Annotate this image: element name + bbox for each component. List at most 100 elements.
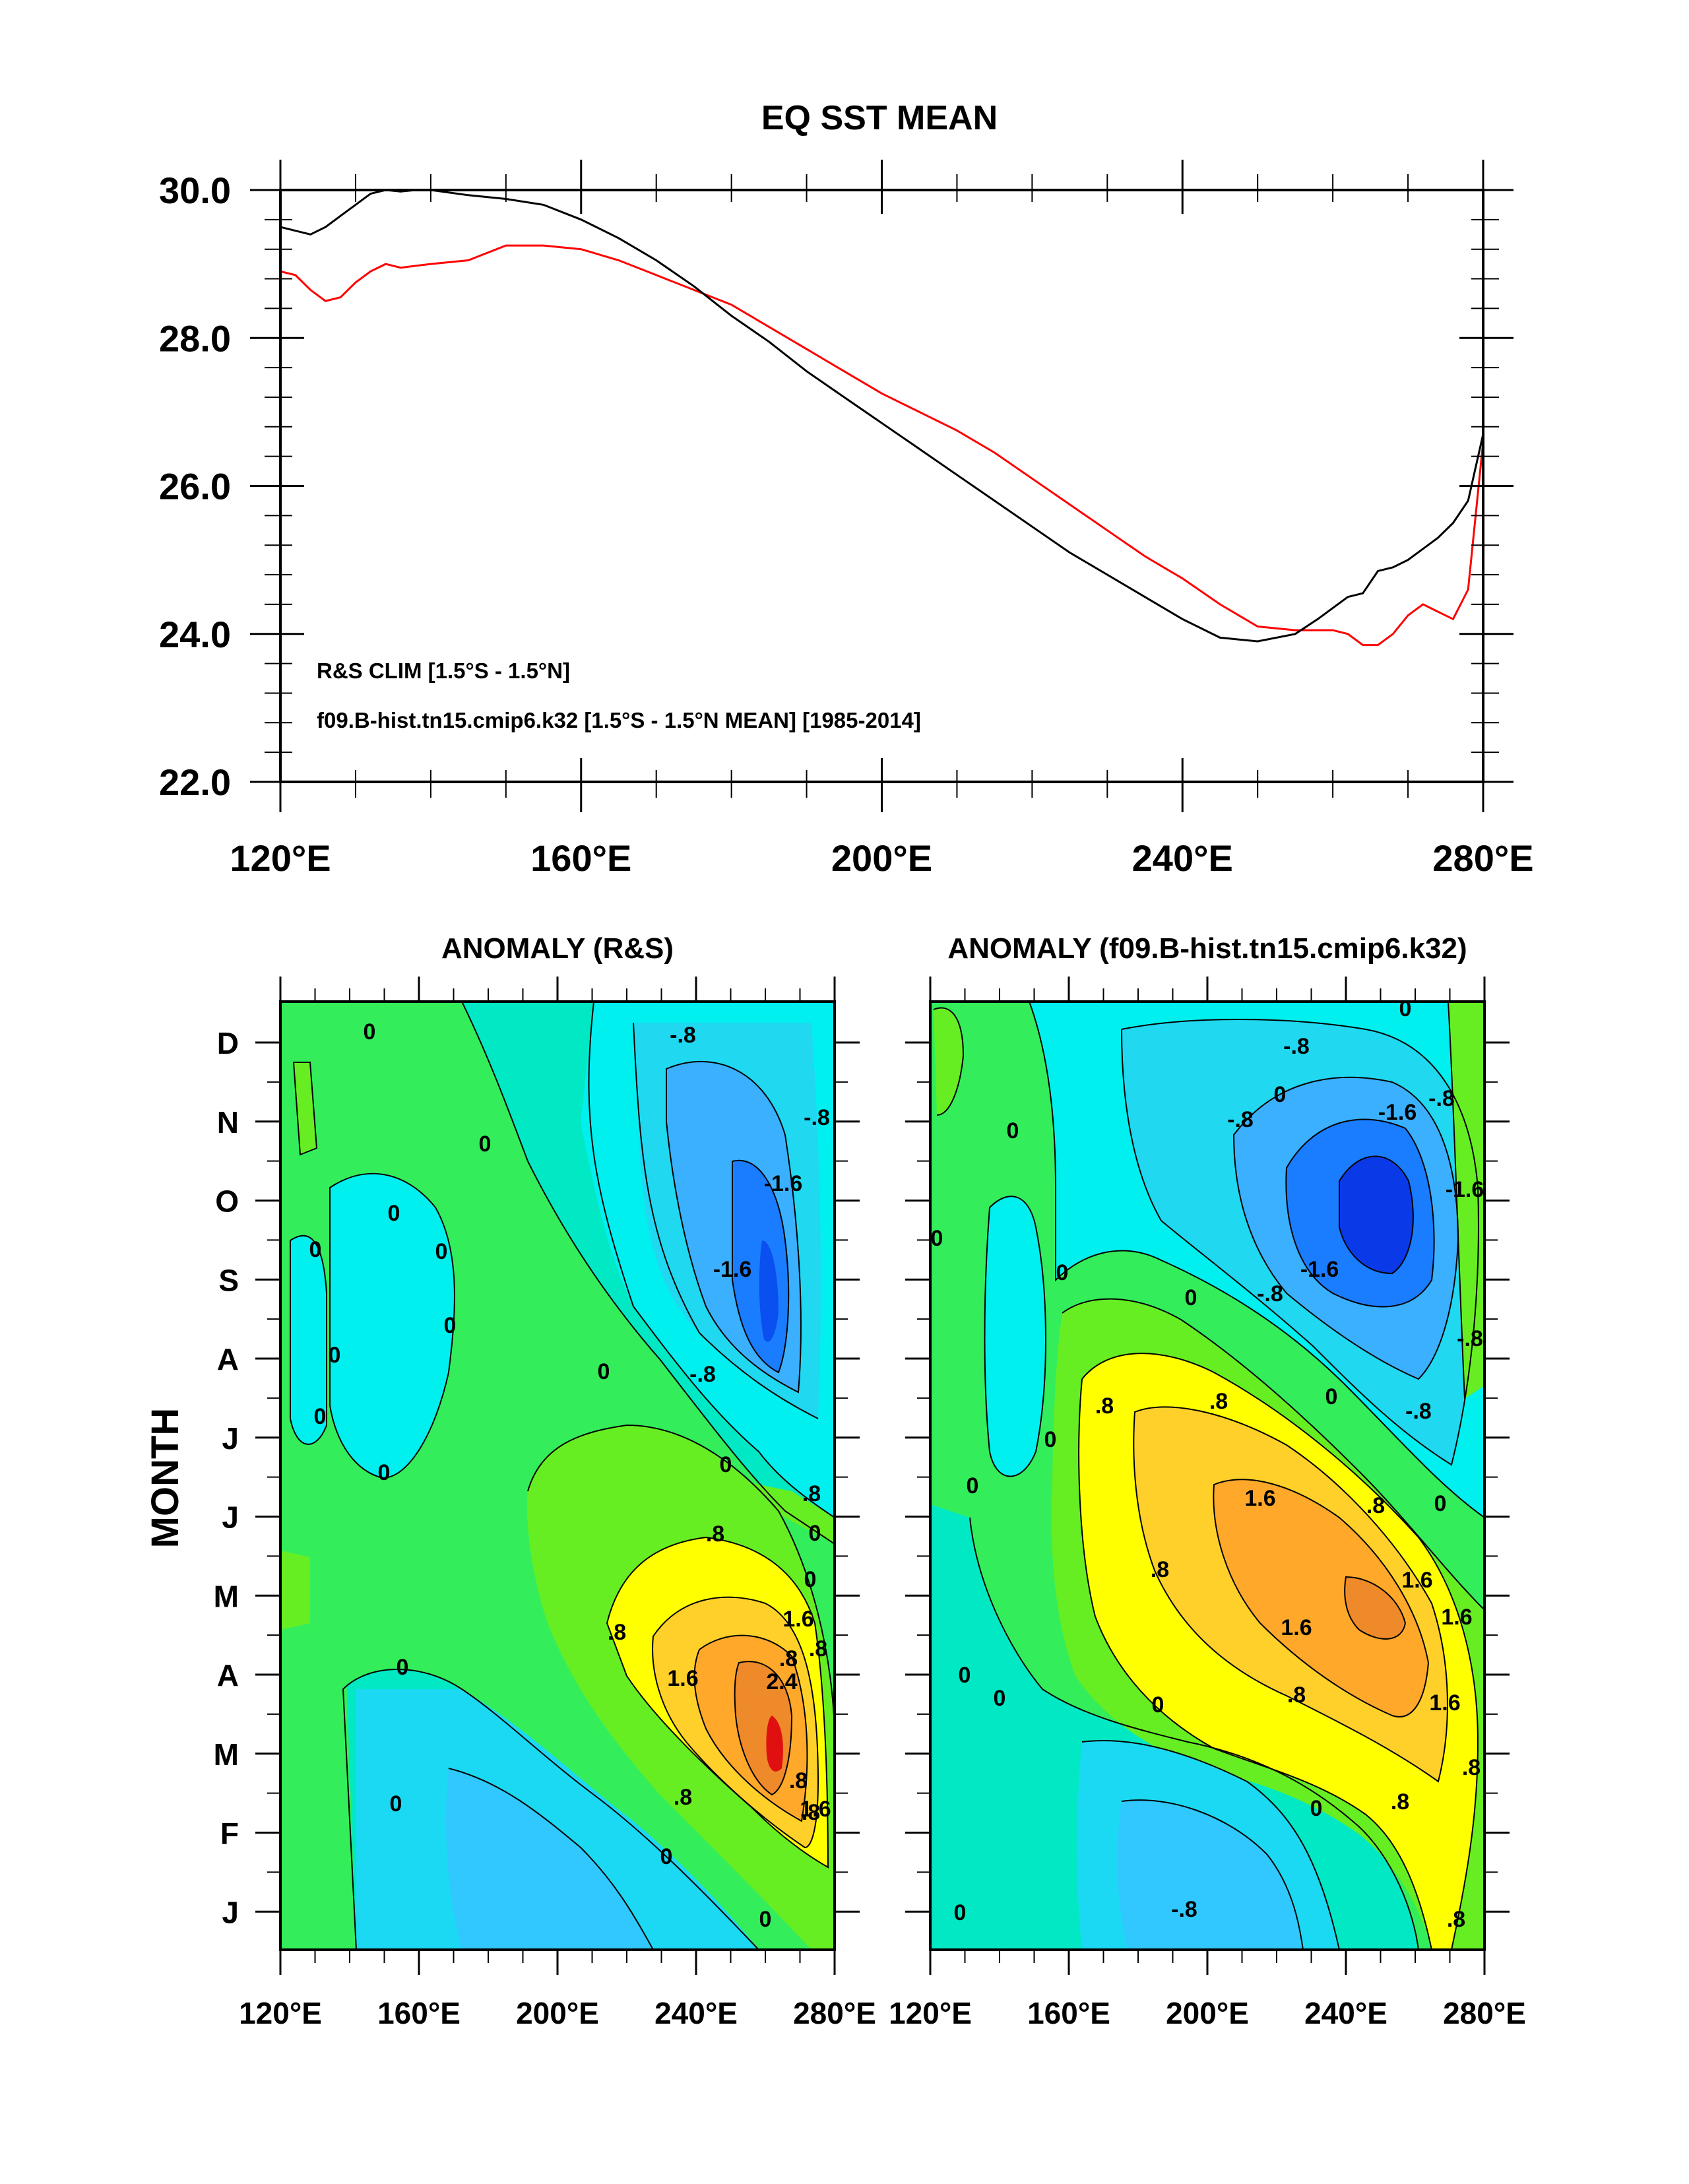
contour-line <box>734 1661 793 1796</box>
contour-label: 0 <box>1152 1692 1164 1718</box>
x-tick-label: 200°E <box>831 837 932 879</box>
x-tick-label: 240°E <box>1132 837 1233 879</box>
contour-fill <box>1345 1577 1405 1639</box>
y-tick-label: A <box>867 1342 889 1376</box>
y-tick-label: S <box>868 1263 889 1297</box>
y-tick-label: J <box>872 1500 889 1535</box>
y-tick-label: N <box>867 1105 889 1140</box>
contour-label: 1.6 <box>800 1797 831 1822</box>
contour-label: .8 <box>1366 1493 1385 1518</box>
contour-label: 0 <box>1434 1491 1447 1516</box>
contour-line <box>652 1596 819 1849</box>
chart-title: EQ SST MEAN <box>761 99 998 137</box>
y-tick-label: J <box>222 1500 239 1535</box>
contour-label: .8 <box>802 1800 820 1825</box>
contour-label: 0 <box>390 1791 402 1816</box>
y-tick-label: O <box>215 1184 239 1219</box>
contour-line <box>693 1634 808 1822</box>
contour-line <box>933 1007 965 1116</box>
x-tick-label: 200°E <box>516 1996 599 2030</box>
contour-label: 1.6 <box>1281 1615 1312 1640</box>
contour-label: 0 <box>444 1313 457 1338</box>
contour-fill <box>290 1235 327 1444</box>
y-tick-label: 24.0 <box>159 614 231 655</box>
x-tick-label: 120°E <box>239 1996 322 2030</box>
contour-fill <box>294 1062 317 1155</box>
contour-label: .8 <box>1287 1683 1306 1708</box>
x-tick-label: 120°E <box>230 837 331 879</box>
y-tick-label: A <box>867 1658 889 1692</box>
contour-line <box>1029 1002 1484 1518</box>
contour-line <box>1121 1019 1479 1466</box>
contour-label: 1.6 <box>1244 1486 1275 1511</box>
contour-label: -.8 <box>804 1105 830 1130</box>
contour-line <box>1081 1353 1479 1950</box>
contour-label: 0 <box>1310 1796 1323 1821</box>
y-tick-label: D <box>867 1026 889 1060</box>
legend-entry-model: f09.B-hist.tn15.cmip6.k32 [1.5°S - 1.5°N… <box>317 708 921 732</box>
contour-label: -.8 <box>1405 1399 1432 1424</box>
y-tick-label: 26.0 <box>159 466 231 507</box>
line-chart: EQ SST MEAN R&S CLIM [1.5°S - 1.5°N] f09… <box>159 99 1534 879</box>
y-tick-label: O <box>865 1184 889 1219</box>
contour-label: -.8 <box>1257 1281 1283 1306</box>
contour-label: 0 <box>1044 1427 1057 1452</box>
contour-label: 1.6 <box>782 1607 813 1632</box>
contour-label: 0 <box>1056 1260 1069 1285</box>
x-tick-label: 240°E <box>1304 1996 1387 2030</box>
contour-line <box>527 1424 835 1729</box>
contour-fill <box>1117 1800 1303 1950</box>
contour-label: 0 <box>931 1226 943 1251</box>
contour-label: 0 <box>959 1663 971 1688</box>
y-tick-label: 28.0 <box>159 317 231 359</box>
contour-label: .8 <box>706 1522 724 1547</box>
contour-label: .8 <box>608 1620 626 1645</box>
contour-label: 0 <box>598 1359 610 1384</box>
contour-label: 1.6 <box>1429 1690 1460 1716</box>
y-tick-label: J <box>872 1895 889 1929</box>
x-tick-label: 280°E <box>1443 1996 1526 2030</box>
contour-label: 2.4 <box>766 1669 797 1694</box>
contour-fill <box>984 1196 1046 1477</box>
x-tick-label: 160°E <box>377 1996 461 2030</box>
contour-line <box>1285 1118 1435 1308</box>
contour-fill <box>280 1551 310 1630</box>
contour-label: 0 <box>1325 1384 1338 1409</box>
contour-label: .8 <box>1209 1389 1228 1414</box>
contour-line <box>292 1062 318 1156</box>
contour-label: 0 <box>759 1907 772 1932</box>
y-tick-label: A <box>217 1658 239 1692</box>
contour-label: .8 <box>1462 1755 1481 1780</box>
contour-label: 0 <box>435 1239 448 1264</box>
contour-label: -1.6 <box>1300 1257 1339 1282</box>
contour-label: 0 <box>479 1132 492 1157</box>
contour-line <box>461 1002 835 1545</box>
contour-line <box>329 1172 455 1479</box>
contour-label: 0 <box>388 1201 400 1226</box>
x-tick-label: 200°E <box>1166 1996 1249 2030</box>
contour-label: .8 <box>1095 1394 1114 1419</box>
contour-label: 0 <box>660 1844 673 1869</box>
contour-label: -1.6 <box>764 1171 803 1196</box>
contour-label: 0 <box>994 1686 1006 1711</box>
x-tick-label: 160°E <box>530 837 631 879</box>
contour-line <box>666 1060 802 1394</box>
contour-label: 1.6 <box>1441 1605 1472 1630</box>
contour-label: 0 <box>954 1900 967 1925</box>
contour-label: .8 <box>1447 1907 1465 1932</box>
contour-line <box>1448 1002 1465 1399</box>
contour-label: -.8 <box>1171 1897 1197 1922</box>
contour-fill <box>330 1173 455 1478</box>
contour-label: .8 <box>674 1785 692 1810</box>
contour-line <box>1078 1378 1432 1950</box>
contour-label: 0 <box>397 1655 409 1680</box>
series-line-model <box>280 190 1483 643</box>
contour-label: 0 <box>1274 1082 1287 1107</box>
y-tick-label: F <box>870 1816 889 1851</box>
contour-label: 0 <box>720 1452 732 1477</box>
contour-label: -.8 <box>1428 1086 1455 1111</box>
y-tick-label: J <box>222 1421 239 1456</box>
x-tick-label: 160°E <box>1027 1996 1110 2030</box>
contour-line <box>1344 1576 1407 1640</box>
